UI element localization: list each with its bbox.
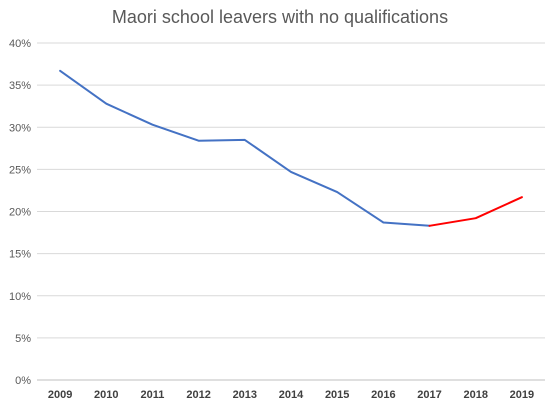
y-tick-label: 25% (9, 164, 31, 176)
chart-title: Maori school leavers with no qualificati… (111, 7, 449, 27)
x-tick-label: 2010 (94, 389, 118, 401)
y-tick-label: 30% (9, 122, 31, 134)
x-tick-label: 2019 (510, 389, 534, 401)
x-tick-label: 2016 (371, 389, 395, 401)
x-tick-label: 2015 (325, 389, 349, 401)
y-tick-label: 20% (9, 207, 31, 219)
series-line-1 (59, 69, 431, 227)
y-tick-label: 15% (9, 249, 31, 261)
x-tick-label: 2017 (417, 389, 441, 401)
x-tick-label: 2012 (186, 389, 210, 401)
series-line-2 (428, 196, 523, 227)
x-tick-label: 2011 (141, 389, 165, 401)
y-tick-label: 35% (9, 80, 31, 92)
y-tick-label: 40% (9, 38, 31, 50)
y-tick-label: 10% (9, 291, 31, 303)
x-tick-label: 2013 (233, 389, 257, 401)
x-tick-label: 2009 (48, 389, 72, 401)
x-tick-label: 2018 (463, 389, 487, 401)
y-tick-label: 5% (15, 333, 31, 345)
x-tick-label: 2014 (279, 389, 304, 401)
y-tick-label: 0% (15, 375, 31, 387)
